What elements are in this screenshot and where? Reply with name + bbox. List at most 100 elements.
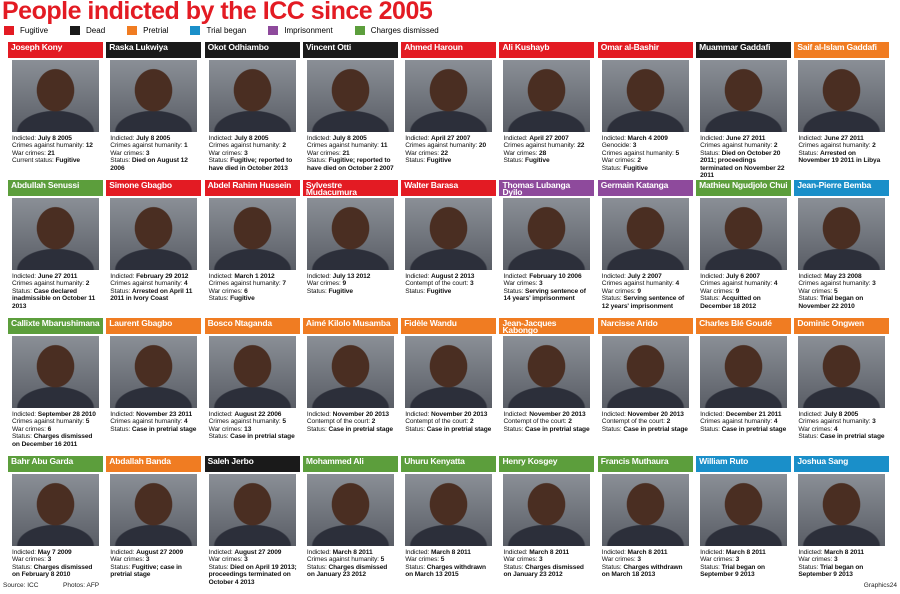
detail-line: Indicted: July 13 2012 (307, 273, 396, 280)
detail-line: Indicted: July 6 2007 (700, 273, 789, 280)
detail-value: Trial began on September 9 2013 (798, 563, 864, 579)
detail-label: Status: (405, 157, 426, 165)
detail-label: Status: (110, 287, 131, 295)
detail-value: August 27 2009 (136, 549, 184, 556)
detail-value: March 8 2011 (824, 549, 864, 556)
detail-line: War crimes: 5 (798, 288, 887, 295)
detail-value: August 2 2013 (430, 273, 475, 280)
detail-line: Indicted: March 8 2011 (503, 549, 592, 556)
detail-value: Case in pretrial stage (426, 425, 492, 433)
photo (405, 336, 493, 408)
details: Indicted: February 29 2012 Crimes against… (106, 270, 201, 303)
detail-line: Crimes against humanity: 7 (209, 280, 298, 287)
detail-line: Indicted: December 21 2011 (700, 411, 789, 418)
detail-label: Indicted: (306, 549, 331, 556)
detail-value: Fugitive (525, 157, 550, 165)
detail-label: War crimes: (12, 556, 46, 564)
detail-line: Indicted: July 8 2005 (110, 135, 199, 142)
detail-value: July 8 2005 (332, 135, 367, 142)
person-card: Laurent Gbagbo Indicted: November 23 2011… (106, 318, 202, 456)
detail-value: 5 (85, 418, 90, 426)
detail-label: Indicted: (798, 411, 823, 418)
details: Indicted: March 8 2011 War crimes: 3 Statu… (499, 546, 594, 579)
person-card: Aimé Kilolo Musamba Indicted: November 20… (302, 318, 398, 456)
detail-line: War crimes: 3 (12, 556, 101, 563)
detail-line: Indicted: March 1 2012 (209, 273, 298, 280)
detail-line: Status: Case in pretrial stage (307, 426, 396, 433)
detail-line: Indicted: May 23 2008 (798, 273, 887, 280)
details: Indicted: August 22 2006 Crimes against h… (205, 408, 300, 441)
detail-line: Status: Trial began on September 9 2013 (700, 564, 789, 579)
person-name: Francis Muthaura (597, 456, 693, 472)
person-card: Charles Blé Goudé Indicted: December 21 2… (696, 318, 792, 456)
photo (798, 474, 886, 546)
detail-line: War crimes: 21 (307, 150, 396, 157)
detail-label: Crimes against humanity: (110, 280, 183, 288)
details: Indicted: July 2 2007 Crimes against huma… (598, 270, 693, 310)
photo (798, 60, 886, 132)
person-card: Bosco Ntaganda Indicted: August 22 2006 Cr… (204, 318, 300, 456)
detail-label: Status: (601, 425, 622, 433)
details: Indicted: May 23 2008 Crimes against huma… (794, 270, 889, 310)
detail-label: War crimes: (208, 425, 243, 433)
detail-line: Status: Case in pretrial stage (405, 426, 494, 433)
person-name: Fidèle Wandu (401, 318, 497, 334)
person-name: Charles Blé Goudé (696, 318, 792, 334)
legend-item: Pretrial (127, 26, 168, 35)
detail-value: 2 (469, 418, 474, 426)
detail-line: Indicted: July 8 2005 (798, 411, 887, 418)
detail-line: War crimes: 9 (700, 288, 789, 295)
detail-value: 3 (539, 280, 543, 288)
photo (110, 474, 198, 546)
detail-line: Status: Acquitted on December 18 2012 (700, 295, 789, 310)
detail-label: Genocide: (601, 142, 631, 150)
detail-line: Crimes against humanity: 4 (700, 280, 789, 287)
detail-label: Indicted: (601, 549, 626, 556)
photo (700, 336, 788, 408)
photo (601, 474, 689, 546)
detail-label: Status: (798, 295, 819, 303)
detail-value: Charges dismissed on December 16 2011 (12, 433, 93, 448)
card-grid: Joseph Kony Indicted: July 8 2005 Crimes a… (8, 42, 890, 594)
detail-value: Charges dismissed on January 23 2012 (306, 563, 388, 579)
detail-value: March 8 2011 (430, 549, 471, 556)
detail-line: Status: Serving sentence of 12 years' im… (602, 295, 691, 310)
photo (601, 198, 689, 270)
detail-value: 4 (184, 280, 188, 288)
detail-label: War crimes: (601, 157, 636, 165)
detail-label: War crimes: (700, 287, 734, 295)
detail-label: Status: (306, 425, 327, 433)
photo (601, 336, 689, 408)
details: Indicted: July 8 2005 Crimes against huma… (205, 132, 300, 172)
detail-label: Indicted: (12, 135, 37, 142)
person-name: Dominic Ongwen (794, 318, 890, 334)
detail-value: August 27 2009 (234, 549, 282, 556)
detail-label: War crimes: (798, 287, 833, 295)
details: Indicted: September 28 2010 Crimes agains… (8, 408, 103, 448)
person-name: Mohammed Ali (302, 456, 398, 472)
detail-line: Status: Case in pretrial stage (209, 433, 298, 440)
detail-value: Fugitive (328, 287, 353, 295)
details: Indicted: November 23 2011 Crimes against… (106, 408, 201, 433)
detail-label: Indicted: (110, 135, 135, 142)
detail-label: Status: (12, 433, 32, 441)
person-name: Aimé Kilolo Musamba (302, 318, 398, 334)
detail-line: Crimes against humanity: 3 (798, 418, 887, 425)
detail-value: 2 (282, 142, 286, 150)
detail-value: March 8 2011 (627, 549, 668, 556)
detail-line: Indicted: July 8 2005 (209, 135, 298, 142)
detail-label: War crimes: (110, 556, 145, 564)
person-name: Saleh Jerbo (204, 456, 300, 472)
person-card: Germain Katanga Indicted: July 2 2007 Crim… (597, 180, 693, 318)
detail-line: Indicted: February 29 2012 (110, 273, 199, 280)
details: Indicted: July 8 2005 Crimes against huma… (794, 408, 889, 441)
person-name: William Ruto (696, 456, 792, 472)
photo (405, 198, 493, 270)
photo (798, 336, 886, 408)
detail-line: Indicted: July 8 2005 (307, 135, 396, 142)
detail-value: Serving sentence of 12 years' imprisonme… (601, 295, 685, 310)
detail-line: War crimes: 21 (12, 150, 101, 157)
detail-value: September 28 2010 (37, 411, 96, 418)
photo (208, 474, 296, 546)
detail-value: July 8 2005 (234, 135, 269, 142)
